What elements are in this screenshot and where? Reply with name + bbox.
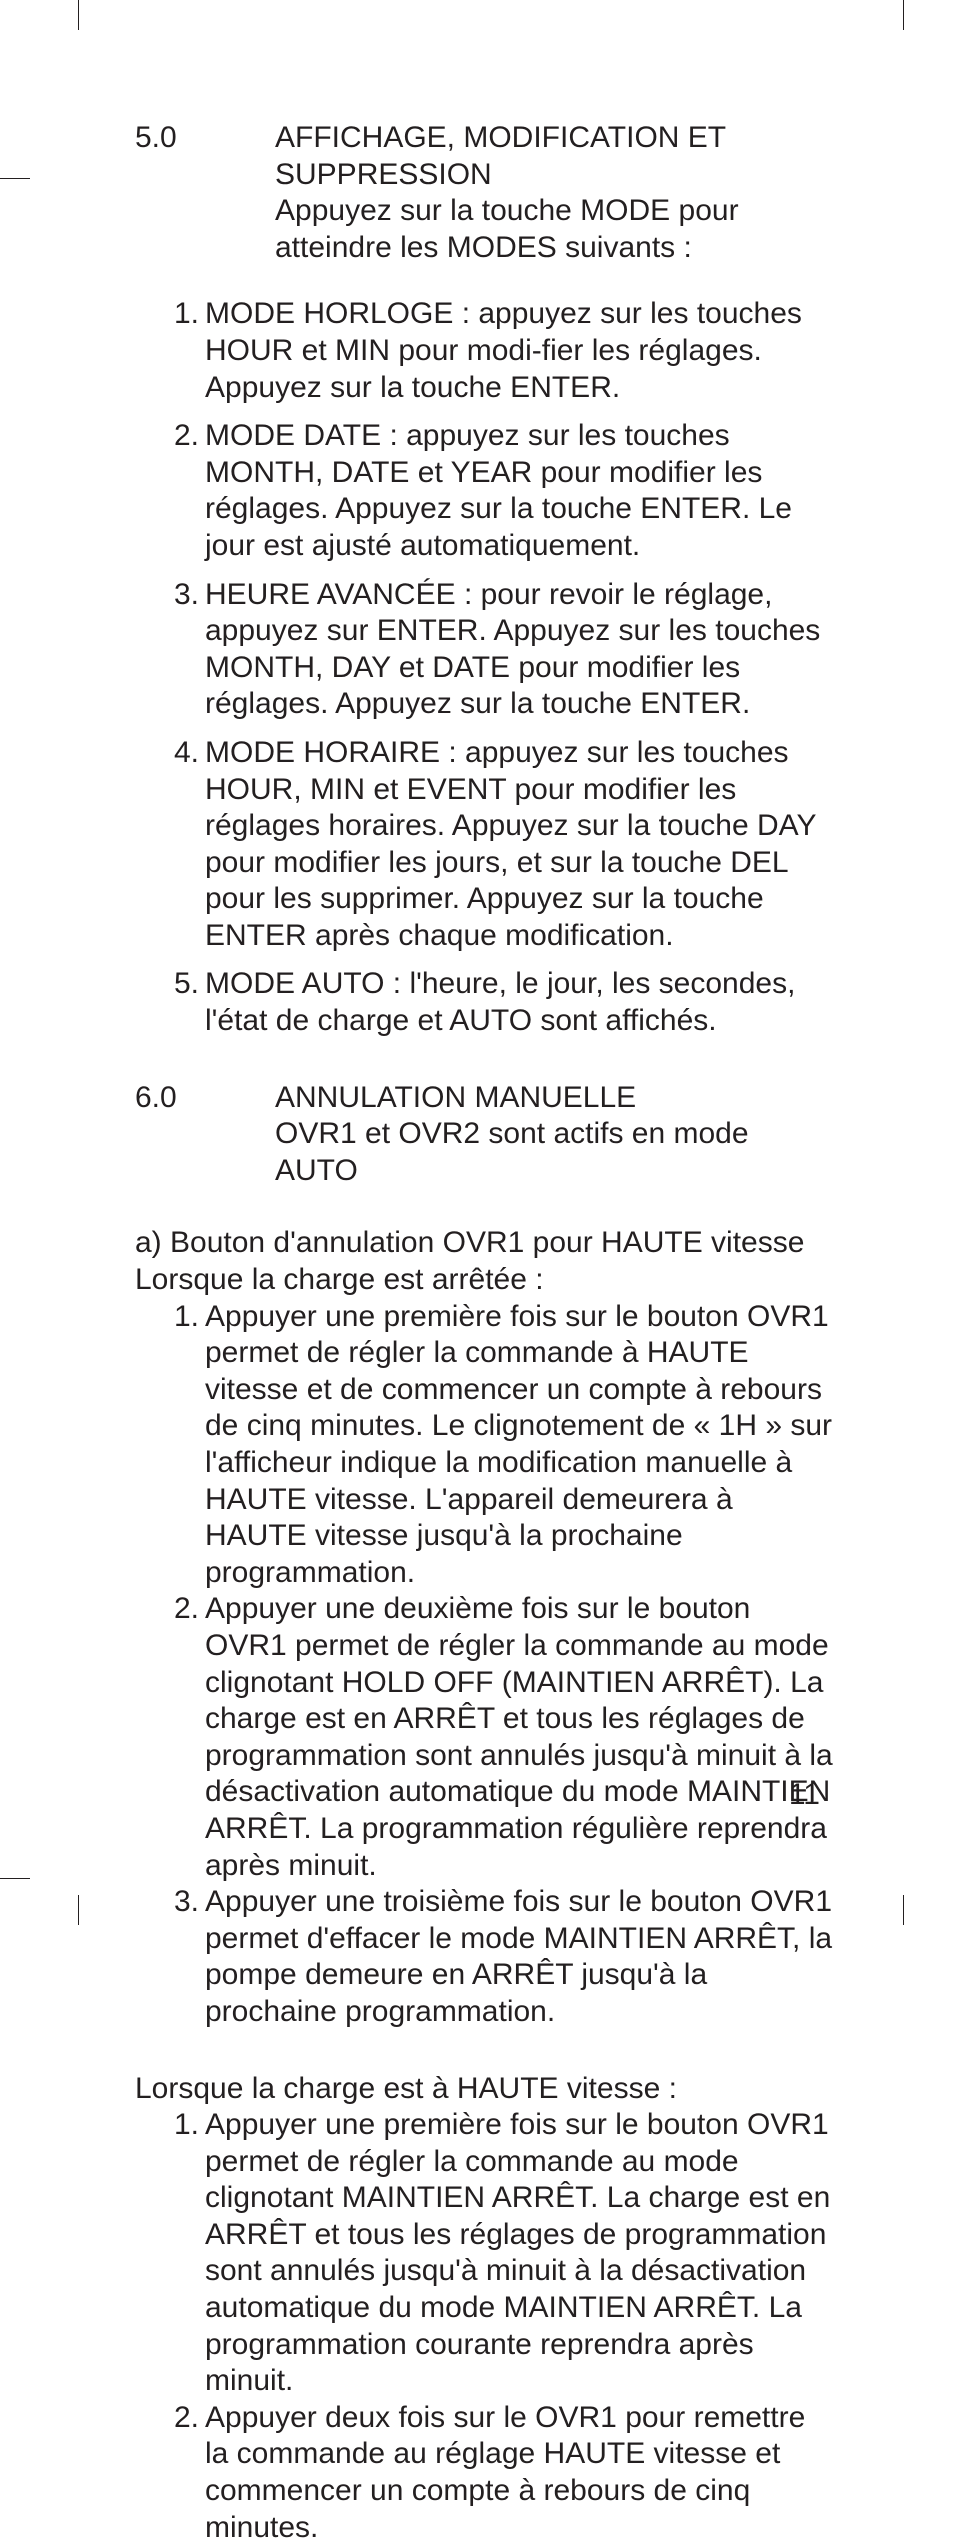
- ovr1-high-list: Appuyer une première fois sur le bouton …: [135, 2107, 835, 2546]
- list-item: Appuyer deux fois sur le OVR1 pour remet…: [205, 2400, 835, 2546]
- content-area: 5.0 AFFICHAGE, MODIFICATION ET SUPPRESSI…: [135, 120, 835, 2546]
- crop-mark: [78, 1895, 79, 1925]
- condition-text: Lorsque la charge est à HAUTE vitesse :: [135, 2071, 835, 2108]
- list-item: MODE HORAIRE : appuyez sur les touches H…: [205, 735, 835, 955]
- section-subtitle: Appuyez sur la touche MODE pour atteindr…: [275, 193, 835, 266]
- list-item: MODE DATE : appuyez sur les touches MONT…: [205, 418, 835, 564]
- section-5-header: 5.0 AFFICHAGE, MODIFICATION ET SUPPRESSI…: [135, 120, 835, 266]
- section-5-list: MODE HORLOGE : appuyez sur les touches H…: [135, 296, 835, 1039]
- list-item: Appuyer une première fois sur le bouton …: [205, 2107, 835, 2400]
- section-number: 6.0: [135, 1080, 275, 1190]
- crop-mark: [0, 178, 30, 179]
- section-title: AFFICHAGE, MODIFICATION ET SUPPRESSION: [275, 120, 835, 193]
- condition-text: Lorsque la charge est arrêtée :: [135, 1262, 835, 1299]
- crop-mark: [903, 1895, 904, 1925]
- ovr1-stopped-list: Appuyer une première fois sur le bouton …: [135, 1299, 835, 2031]
- section-6-header: 6.0 ANNULATION MANUELLE OVR1 et OVR2 son…: [135, 1080, 835, 1190]
- crop-mark: [0, 1878, 30, 1879]
- section-number: 5.0: [135, 120, 275, 266]
- list-item: Appuyer une première fois sur le bouton …: [205, 1299, 835, 1592]
- list-item: Appuyer une deuxième fois sur le bouton …: [205, 1591, 835, 1884]
- crop-mark: [78, 0, 79, 30]
- section-title-block: AFFICHAGE, MODIFICATION ET SUPPRESSION A…: [275, 120, 835, 266]
- list-item: MODE HORLOGE : appuyez sur les touches H…: [205, 296, 835, 406]
- list-item: Appuyer une troisième fois sur le bouton…: [205, 1884, 835, 2030]
- section-subtitle: OVR1 et OVR2 sont actifs en mode AUTO: [275, 1116, 835, 1189]
- section-title: ANNULATION MANUELLE: [275, 1080, 835, 1117]
- page: 5.0 AFFICHAGE, MODIFICATION ET SUPPRESSI…: [0, 0, 954, 1925]
- subsection-a-title: a) Bouton d'annulation OVR1 pour HAUTE v…: [135, 1225, 835, 1262]
- section-title-block: ANNULATION MANUELLE OVR1 et OVR2 sont ac…: [275, 1080, 835, 1190]
- list-item: MODE AUTO : l'heure, le jour, les second…: [205, 966, 835, 1039]
- page-number: 11: [789, 1778, 820, 1812]
- crop-mark: [903, 0, 904, 30]
- list-item: HEURE AVANCÉE : pour revoir le réglage, …: [205, 577, 835, 723]
